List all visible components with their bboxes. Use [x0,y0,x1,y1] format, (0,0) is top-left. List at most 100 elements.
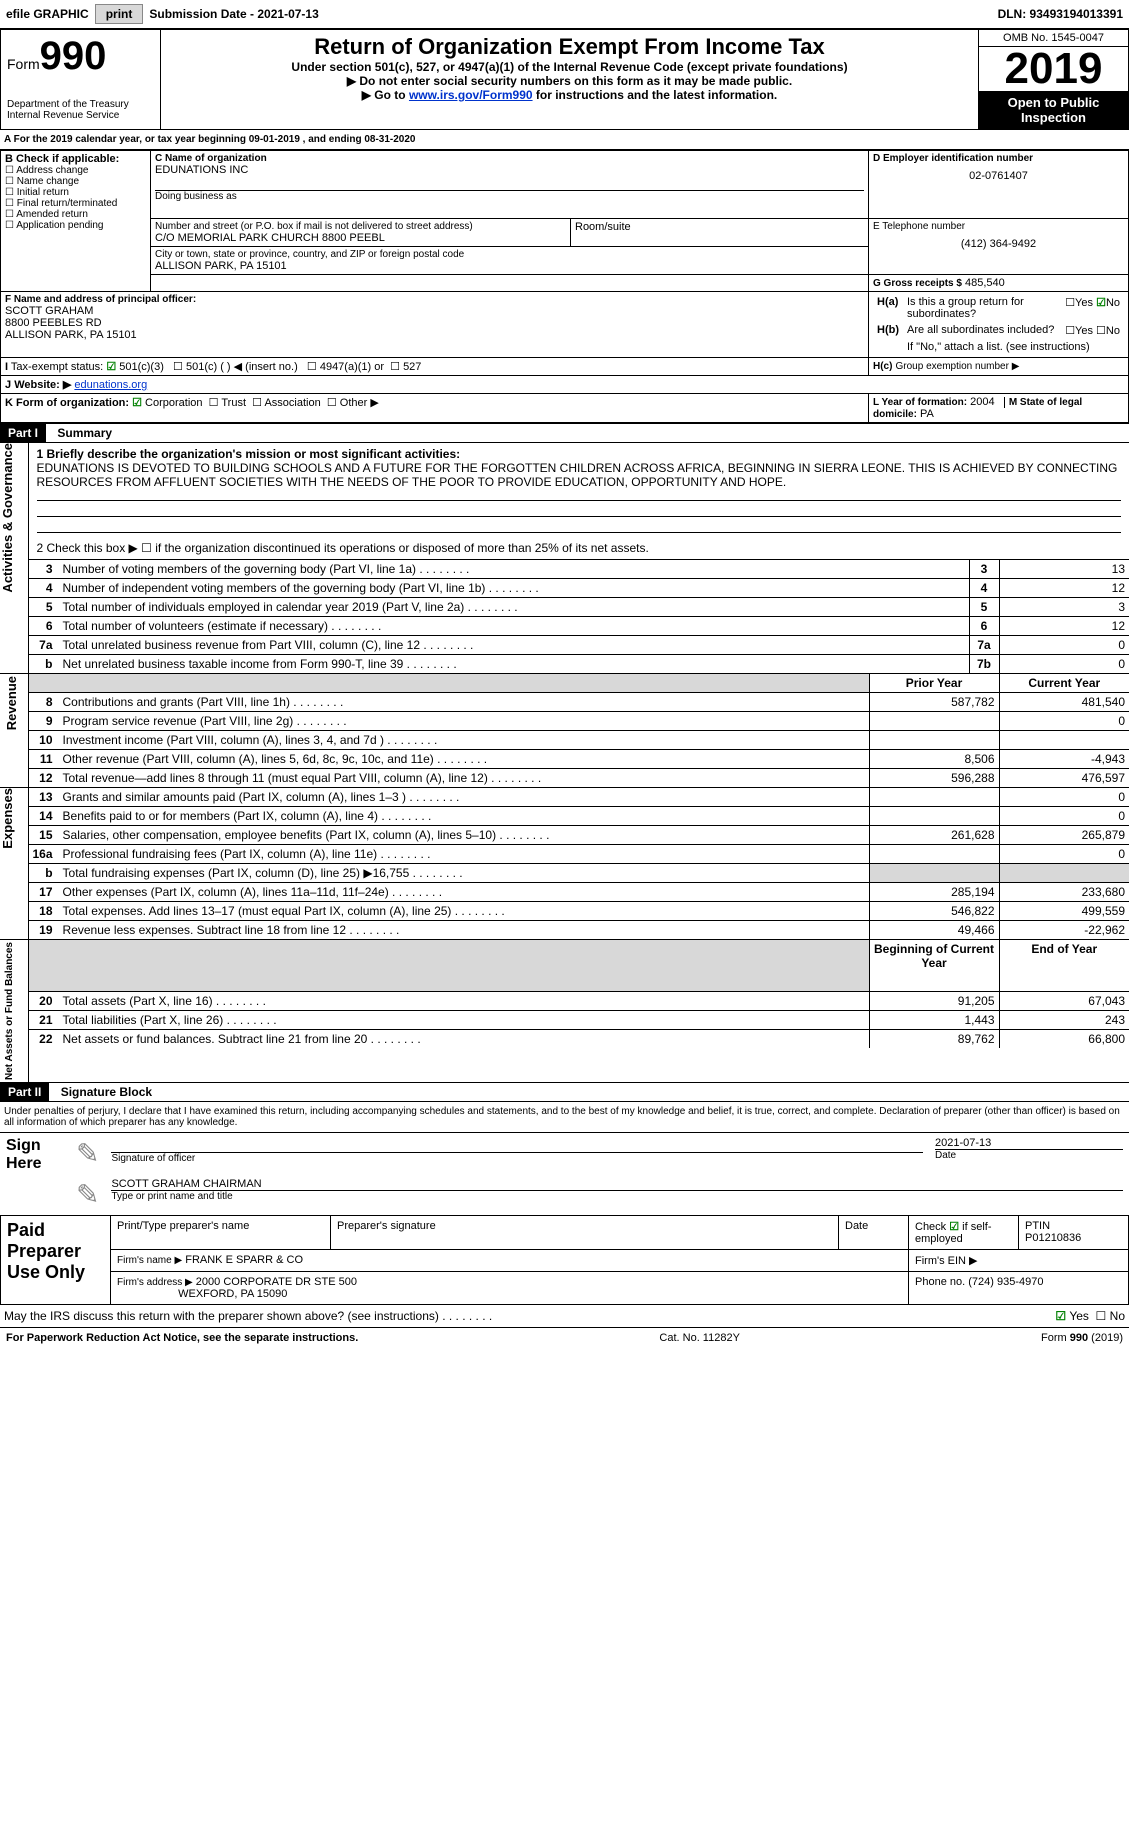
officer-name: SCOTT GRAHAM [5,305,864,317]
sig-officer-label: Signature of officer [111,1153,923,1164]
box-j-label: Website: ▶ [14,379,71,391]
k-opt-2: Association [264,397,320,409]
ptin: P01210836 [1025,1232,1081,1244]
box-b-item: ☐ Initial return [5,187,146,198]
officer-type-label: Type or print name and title [111,1191,1123,1202]
firm-phone: (724) 935-4970 [968,1276,1043,1288]
phone-label: Phone no. [915,1276,965,1288]
firm-addr2: WEXFORD, PA 15090 [178,1288,287,1300]
form-header: Form990 Department of the Treasury Inter… [0,29,1129,130]
submission-date: Submission Date - 2021-07-13 [149,7,318,21]
firm-name: FRANK E SPARR & CO [185,1254,303,1266]
hc-label: Group exemption number ▶ [896,361,1020,372]
box-b-item: ☐ Final return/terminated [5,198,146,209]
box-k-label: K Form of organization: [5,397,129,409]
irs-link[interactable]: www.irs.gov/Form990 [409,88,533,102]
firm-addr: 2000 CORPORATE DR STE 500 [196,1276,357,1288]
footer-mid: Cat. No. 11282Y [659,1332,740,1344]
year-formation: 2004 [970,396,994,408]
k-opt-1: Trust [221,397,246,409]
i-opt-1: 501(c) ( ) ◀ (insert no.) [186,361,298,373]
firm-ein-label: Firm's EIN ▶ [909,1250,1129,1272]
firm-name-label: Firm's name ▶ [117,1255,182,1266]
line1-label: 1 Briefly describe the organization's mi… [37,447,1122,461]
box-b-item: ☐ Address change [5,165,146,176]
box-f-label: F Name and address of principal officer: [5,294,864,305]
sign-here-block: Sign Here ✎ Signature of officer 2021-07… [0,1132,1129,1215]
prep-name-label: Print/Type preparer's name [111,1216,331,1250]
box-e-label: E Telephone number [873,221,1124,232]
ein: 02-0761407 [873,164,1124,188]
prep-date-label: Date [839,1216,909,1250]
prep-sig-label: Preparer's signature [331,1216,839,1250]
box-b-label: B Check if applicable: [5,153,146,165]
box-g-label: G Gross receipts $ [873,278,962,289]
part1-title: Summary [49,426,112,440]
hb-label: Are all subordinates included? [903,322,1061,339]
note-ssn: ▶ Do not enter social security numbers o… [167,74,972,88]
city-label: City or town, state or province, country… [155,249,864,260]
page-footer: For Paperwork Reduction Act Notice, see … [0,1328,1129,1348]
telephone: (412) 364-9492 [873,232,1124,256]
print-button[interactable]: print [95,4,144,24]
ha-label: Is this a group return for subordinates? [903,294,1061,322]
officer-addr1: 8800 PEEBLES RD [5,317,864,329]
k-opt-0: Corporation [145,397,202,409]
side-net: Net Assets or Fund Balances [4,942,15,1080]
box-i-label: Tax-exempt status: [11,361,103,373]
efile-label: efile GRAPHIC [6,7,89,21]
h-note: If "No," attach a list. (see instruction… [903,339,1124,355]
addr-label: Number and street (or P.O. box if mail i… [155,221,566,232]
box-d-label: D Employer identification number [873,153,1124,164]
side-exp: Expenses [0,788,15,849]
form-number: 990 [40,34,107,78]
box-c-name-label: C Name of organization [155,153,864,164]
i-opt-2: 4947(a)(1) or [320,361,384,373]
box-b-item: ☐ Application pending [5,220,146,231]
paid-prep-label: Paid Preparer Use Only [1,1216,111,1305]
col-end: End of Year [999,940,1129,992]
goto-pre: ▶ Go to [362,88,409,102]
pen-icon: ✎ [70,1133,105,1175]
box-b-item: ☐ Amended return [5,209,146,220]
part2-badge: Part II [0,1083,49,1101]
part1-header-row: Part I Summary [0,423,1129,443]
part1-badge: Part I [0,424,46,442]
city-state-zip: ALLISON PARK, PA 15101 [155,260,864,272]
form-title: Return of Organization Exempt From Incom… [167,34,972,60]
goto-post: for instructions and the latest informat… [533,88,778,102]
firm-addr-label: Firm's address ▶ [117,1277,193,1288]
col-begin: Beginning of Current Year [869,940,999,992]
k-opt-3: Other ▶ [340,397,379,409]
period-text: For the 2019 calendar year, or tax year … [14,134,416,145]
i-opt-0: 501(c)(3) [119,361,164,373]
dba-label: Doing business as [155,190,864,202]
officer-addr2: ALLISON PARK, PA 15101 [5,329,864,341]
discuss-row: May the IRS discuss this return with the… [0,1305,1129,1328]
i-opt-3: 527 [403,361,421,373]
footer-right: Form 990 (2019) [1041,1332,1123,1344]
identification-block: B Check if applicable: ☐ Address change☐… [0,150,1129,423]
tax-period: A For the 2019 calendar year, or tax yea… [0,130,1129,150]
box-b-item: ☐ Name change [5,176,146,187]
top-bar: efile GRAPHIC print Submission Date - 20… [0,0,1129,29]
paid-preparer-block: Paid Preparer Use Only Print/Type prepar… [0,1215,1129,1305]
tax-year: 2019 [979,47,1128,91]
part1-body: Activities & Governance 1 Briefly descri… [0,443,1129,1082]
officer-printed: SCOTT GRAHAM CHAIRMAN [111,1178,1123,1191]
footer-left: For Paperwork Reduction Act Notice, see … [6,1332,358,1344]
street-address: C/O MEMORIAL PARK CHURCH 8800 PEEBL [155,232,566,244]
discuss-text: May the IRS discuss this return with the… [4,1309,439,1323]
col-current: Current Year [999,674,1129,693]
sig-date: 2021-07-13 [935,1137,1123,1150]
dln: DLN: 93493194013391 [998,7,1123,21]
box-l-label: L Year of formation: [873,397,967,408]
sign-here-label: Sign Here [0,1133,70,1216]
line2: 2 Check this box ▶ ☐ if the organization… [28,537,1129,559]
website-link[interactable]: edunations.org [74,379,147,391]
org-name: EDUNATIONS INC [155,164,864,176]
dept-label: Department of the Treasury Internal Reve… [7,99,154,121]
form-label: Form [7,56,40,72]
form-subtitle: Under section 501(c), 527, or 4947(a)(1)… [167,60,972,74]
col-prior: Prior Year [869,674,999,693]
